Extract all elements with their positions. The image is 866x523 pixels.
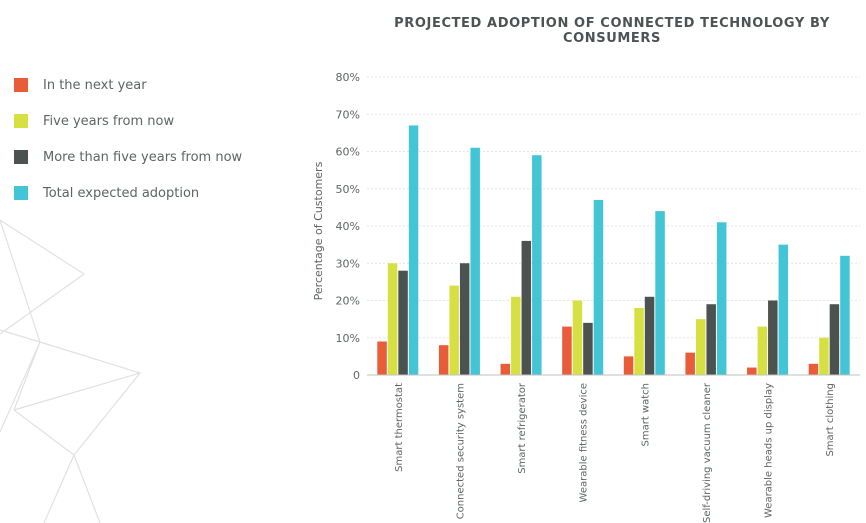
bar [829, 304, 840, 375]
bar [623, 356, 634, 375]
bar [593, 199, 604, 375]
bar [716, 222, 727, 375]
x-tick-label: Smart thermostat [394, 383, 405, 472]
bar [768, 300, 778, 375]
bar [562, 326, 572, 375]
legend-item: In the next year [14, 67, 242, 103]
legend-swatch [14, 150, 28, 164]
bar [521, 240, 532, 375]
x-tick-label: Smart clothing [825, 383, 836, 457]
legend-swatch [14, 114, 28, 128]
x-tick-label: Self-driving vacuum cleaner [702, 382, 713, 523]
y-tick-label: 60% [336, 146, 360, 159]
legend-label: Total expected adoption [43, 185, 200, 201]
legend-item: Total expected adoption [14, 175, 242, 211]
legend-item: More than five years from now [14, 139, 242, 175]
bar [511, 296, 521, 375]
x-tick-label: Wearable heads up display [764, 383, 775, 518]
legend: In the next year Five years from now More … [14, 67, 242, 211]
bar [500, 363, 511, 375]
y-tick-label: 80% [336, 71, 360, 84]
bar [377, 341, 387, 375]
bar [572, 300, 583, 375]
x-tick-label: Smart watch [640, 383, 651, 447]
bar [757, 326, 768, 375]
y-tick-label: 40% [336, 220, 360, 233]
bar [470, 147, 480, 375]
bar [695, 319, 706, 375]
bar [449, 285, 459, 375]
y-tick-label: 10% [336, 332, 360, 345]
bar [655, 211, 665, 375]
y-tick-label: 70% [336, 108, 360, 121]
legend-swatch [14, 186, 28, 200]
bars [377, 125, 850, 375]
chart-title: PROJECTED ADOPTION OF CONNECTED TECHNOLO… [394, 16, 830, 46]
legend-label: Five years from now [43, 113, 175, 129]
x-tick-label: Connected security system [455, 383, 466, 519]
x-tick-label: Smart refrigerator [517, 382, 528, 474]
x-tick-label: Wearable fitness device [579, 383, 590, 502]
bar [438, 345, 449, 375]
bar [644, 296, 655, 375]
bar [634, 307, 644, 375]
x-axis-labels: Smart thermostat Connected security syste… [394, 382, 836, 523]
bar [747, 367, 757, 375]
y-tick-label: 0 [353, 369, 360, 382]
bar [408, 125, 419, 375]
legend-item: Five years from now [14, 103, 242, 139]
bar [840, 255, 850, 375]
bar [532, 155, 542, 375]
legend-label: More than five years from now [43, 149, 243, 165]
y-tick-label: 30% [336, 257, 360, 270]
bar [819, 337, 829, 375]
bar [778, 244, 789, 375]
bar [459, 263, 470, 375]
bar [387, 263, 398, 375]
bar [808, 363, 819, 375]
y-tick-label: 20% [336, 295, 360, 308]
y-axis-label: Percentage of Customers [312, 161, 325, 300]
bar [706, 304, 716, 375]
bar [398, 270, 408, 375]
y-axis-ticks: 0 10% 20% 30% 40% 50% 60% 70% 80% [336, 71, 360, 382]
legend-swatch [14, 78, 28, 92]
y-tick-label: 50% [336, 183, 360, 196]
bar [685, 352, 695, 375]
bar [583, 322, 593, 375]
legend-label: In the next year [43, 77, 147, 93]
